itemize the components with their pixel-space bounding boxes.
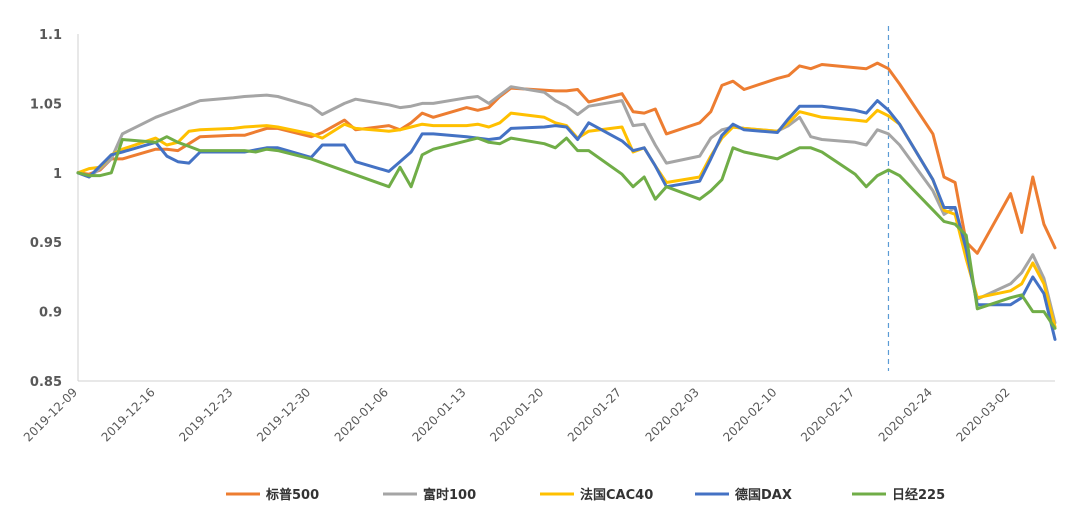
- series-line-sp500: [76, 61, 1057, 255]
- legend-label: 法国CAC40: [580, 487, 653, 503]
- legend-label: 德国DAX: [735, 487, 792, 503]
- series-line-nikkei225: [76, 135, 1057, 330]
- legend-label: 标普500: [265, 487, 319, 503]
- y-tick-labels: 0.85 0.9 0.95 1 1.05 1.1: [30, 28, 62, 390]
- y-tick-label: 0.85: [30, 375, 62, 390]
- y-tick-label: 0.9: [39, 306, 62, 321]
- legend-item-dax: 德国DAX: [695, 487, 792, 503]
- series-line-ftse100: [76, 85, 1057, 325]
- legend: 标普500 富时100 法国CAC40 德国DAX 日经225: [226, 487, 945, 503]
- legend-item-cac40: 法国CAC40: [540, 487, 653, 503]
- y-tick-label: 1.1: [39, 28, 62, 43]
- legend-label: 日经225: [892, 487, 945, 503]
- legend-item-sp500: 标普500: [226, 487, 319, 503]
- legend-item-ftse100: 富时100: [383, 487, 476, 503]
- y-tick-label: 0.95: [30, 236, 62, 251]
- y-tick-label: 1.05: [30, 97, 62, 112]
- axes: [77, 34, 1055, 382]
- series-lines: [76, 61, 1057, 341]
- legend-label: 富时100: [423, 487, 476, 503]
- legend-item-nikkei225: 日经225: [852, 487, 945, 503]
- y-tick-label: 1: [53, 167, 62, 182]
